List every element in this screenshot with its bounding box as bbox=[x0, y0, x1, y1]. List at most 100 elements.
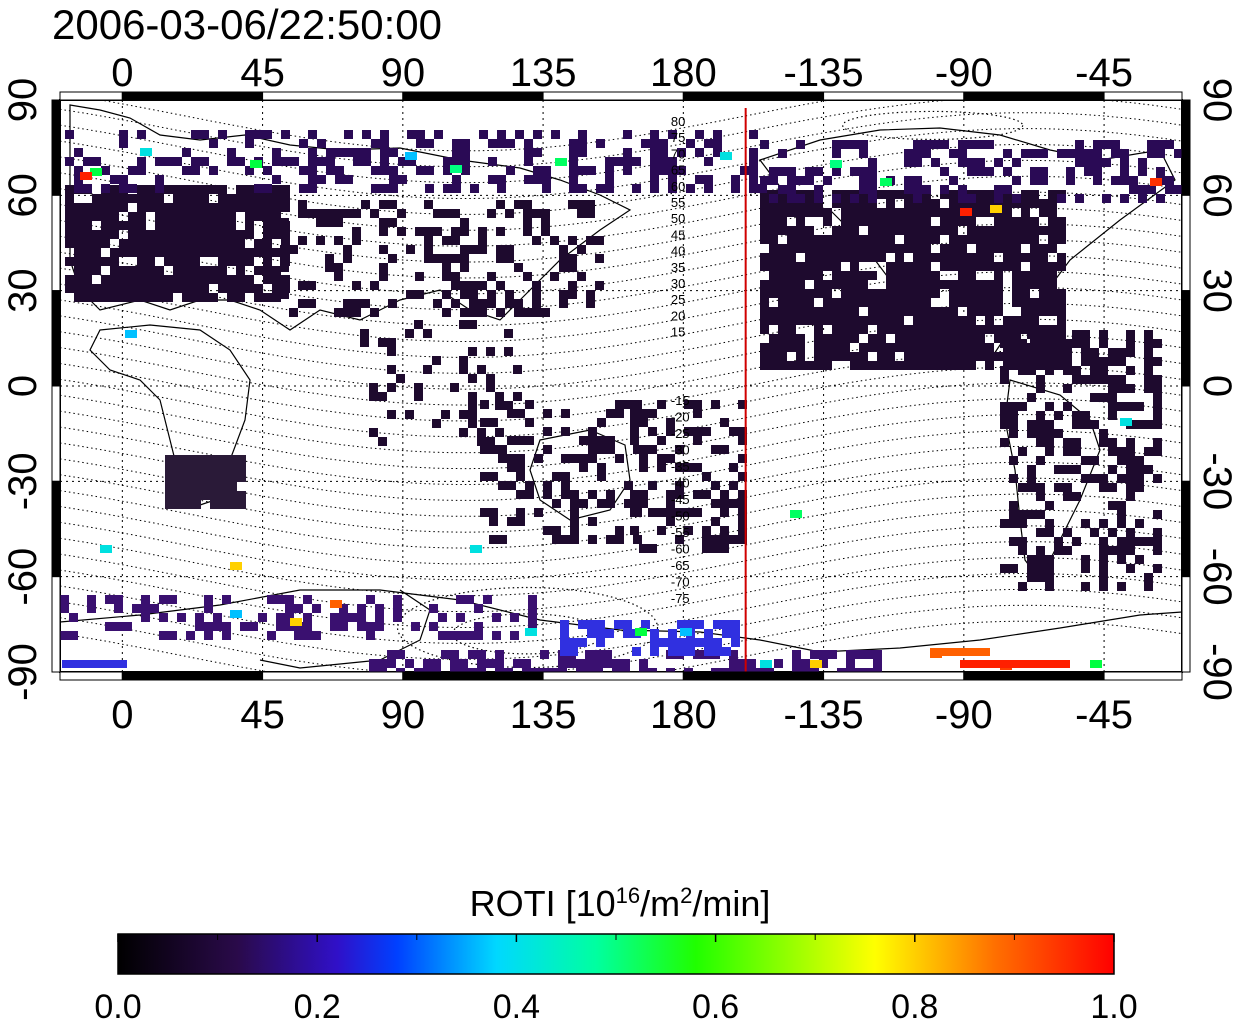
roti-cell bbox=[298, 236, 307, 245]
roti-cell bbox=[1030, 253, 1039, 262]
roti-cell bbox=[182, 239, 191, 248]
roti-cell bbox=[272, 157, 281, 166]
roti-cell bbox=[155, 239, 164, 248]
roti-cell bbox=[1045, 528, 1054, 537]
roti-cell bbox=[1153, 402, 1162, 411]
roti-cell bbox=[1081, 582, 1090, 591]
roti-cell bbox=[495, 428, 504, 437]
roti-cell bbox=[623, 148, 632, 157]
roti-cell bbox=[489, 445, 498, 454]
roti-cell bbox=[1009, 537, 1018, 546]
roti-cell bbox=[904, 226, 913, 235]
roti-cell bbox=[1081, 456, 1090, 465]
roti-cell bbox=[388, 254, 397, 263]
roti-cell bbox=[114, 595, 123, 604]
roti-cell bbox=[569, 157, 578, 166]
roti-cell bbox=[1027, 420, 1036, 429]
roti-cell bbox=[132, 604, 141, 613]
roti-cell bbox=[379, 245, 388, 254]
roti-cell bbox=[219, 473, 228, 482]
roti-cell bbox=[285, 613, 294, 622]
roti-cell bbox=[65, 284, 74, 293]
roti-cell bbox=[895, 289, 904, 298]
roti-cell bbox=[486, 374, 495, 383]
roti-cell bbox=[569, 175, 578, 184]
roti-cell bbox=[308, 184, 317, 193]
roti-cell bbox=[588, 535, 597, 544]
roti-cell bbox=[424, 254, 433, 263]
roti-cell bbox=[796, 262, 805, 271]
roti-cell bbox=[1153, 564, 1162, 573]
roti-cell bbox=[1153, 447, 1162, 456]
roti-cell bbox=[738, 508, 747, 517]
roti-cell bbox=[1045, 501, 1054, 510]
roti-cell bbox=[227, 157, 236, 166]
roti-cell bbox=[480, 445, 489, 454]
roti-cell bbox=[1126, 447, 1135, 456]
roti-cell bbox=[1126, 465, 1135, 474]
roti-cell bbox=[769, 262, 778, 271]
roti-cell bbox=[1021, 190, 1030, 199]
roti-cell bbox=[1075, 158, 1084, 167]
roti-cell bbox=[796, 194, 805, 203]
roti-cell bbox=[254, 203, 263, 212]
roti-cell bbox=[711, 517, 720, 526]
roti-cell bbox=[1030, 149, 1039, 158]
roti-cell bbox=[174, 500, 183, 509]
roti-cell bbox=[922, 352, 931, 361]
roti-cell bbox=[1081, 555, 1090, 564]
roti-cell bbox=[209, 185, 218, 194]
roti-cell bbox=[814, 361, 823, 370]
roti-cell bbox=[585, 659, 594, 668]
roti-cell bbox=[1030, 235, 1039, 244]
roti-cell bbox=[877, 298, 886, 307]
roti-cell bbox=[361, 299, 370, 308]
lat-tick-label: 0 bbox=[1, 375, 45, 397]
roti-cell bbox=[1075, 194, 1084, 203]
magnetic-lat-label: 35 bbox=[671, 260, 685, 275]
roti-cell bbox=[1048, 244, 1057, 253]
roti-cell bbox=[958, 352, 967, 361]
roti-cell bbox=[137, 203, 146, 212]
roti-cell bbox=[504, 329, 513, 338]
roti-cell bbox=[1003, 208, 1012, 217]
roti-cell bbox=[1036, 564, 1045, 573]
roti-cell bbox=[605, 166, 614, 175]
roti-cell bbox=[796, 352, 805, 361]
roti-cell bbox=[451, 272, 460, 281]
roti-cell bbox=[387, 650, 396, 659]
roti-cell bbox=[1108, 393, 1117, 402]
roti-cell bbox=[994, 352, 1003, 361]
roti-cell bbox=[567, 659, 576, 668]
roti-cell bbox=[568, 236, 577, 245]
roti-cell bbox=[1045, 402, 1054, 411]
roti-cell bbox=[760, 307, 769, 316]
roti-cell bbox=[648, 481, 657, 490]
roti-cell bbox=[505, 299, 514, 308]
roti-cell bbox=[895, 190, 904, 199]
roti-cell bbox=[477, 668, 486, 672]
roti-cell bbox=[606, 499, 615, 508]
roti-cell bbox=[325, 263, 334, 272]
roti-cell bbox=[630, 508, 639, 517]
roti-cell bbox=[702, 472, 711, 481]
roti-cell bbox=[1135, 537, 1144, 546]
roti-cell bbox=[913, 325, 922, 334]
roti-cell bbox=[1153, 411, 1162, 420]
roti-cell bbox=[769, 253, 778, 262]
roti-cell bbox=[787, 307, 796, 316]
roti-cell bbox=[886, 199, 895, 208]
roti-cell bbox=[186, 631, 195, 640]
roti-cell bbox=[1099, 357, 1108, 366]
roti-cell bbox=[561, 472, 570, 481]
roti-cell bbox=[219, 455, 228, 464]
roti-cell bbox=[366, 622, 375, 631]
roti-cell bbox=[343, 299, 352, 308]
roti-cell bbox=[492, 613, 501, 622]
roti-cell bbox=[859, 176, 868, 185]
roti-cell bbox=[442, 272, 451, 281]
roti-cell bbox=[334, 308, 343, 317]
roti-cell bbox=[1009, 474, 1018, 483]
roti-cell bbox=[110, 266, 119, 275]
roti-cell bbox=[119, 266, 128, 275]
